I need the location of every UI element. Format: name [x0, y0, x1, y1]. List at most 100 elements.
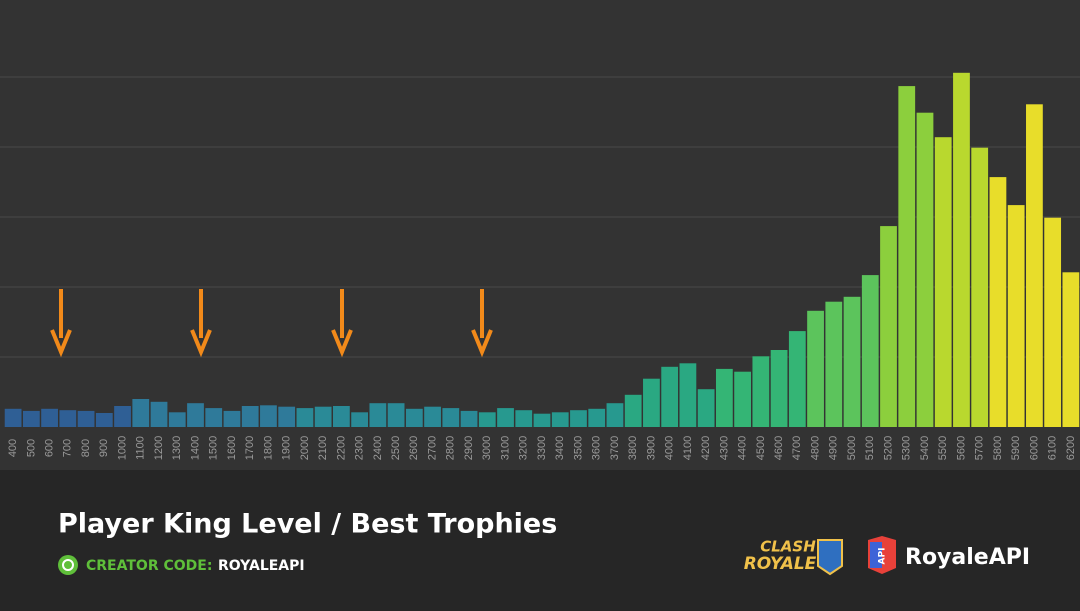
game-logo-top: CLASH	[760, 538, 816, 556]
x-tick-label: 5900	[1010, 436, 1022, 460]
x-tick-label: 5700	[974, 436, 986, 460]
bar	[1026, 104, 1043, 428]
bar	[880, 226, 897, 427]
bar	[369, 403, 387, 427]
x-tick-label: 4600	[773, 436, 785, 460]
bar	[150, 401, 168, 427]
creator-icon	[58, 555, 78, 575]
x-tick-label: 2200	[335, 436, 347, 460]
x-tick-label: 5400	[919, 436, 931, 460]
x-tick-label: 3600	[591, 436, 603, 460]
game-logo-crest	[817, 539, 843, 576]
x-tick-label: 5200	[882, 436, 894, 460]
bar	[424, 406, 441, 427]
bar	[460, 410, 478, 427]
bar	[989, 177, 1007, 427]
x-tick-label: 400	[7, 439, 19, 457]
x-tick-label: 3300	[536, 436, 548, 460]
x-tick-label: 1500	[208, 436, 220, 460]
x-tick-label: 3700	[609, 436, 621, 460]
bar	[314, 406, 332, 427]
x-tick-label: 4000	[664, 436, 676, 460]
bar	[95, 413, 113, 427]
bar	[770, 350, 788, 427]
bar	[478, 412, 496, 427]
x-tick-label: 1100	[135, 436, 147, 460]
bar	[734, 371, 751, 427]
bar	[624, 394, 642, 427]
x-tick-label: 2600	[408, 436, 420, 460]
bar	[278, 406, 296, 427]
bar	[588, 408, 606, 427]
x-tick-label: 1000	[116, 436, 128, 460]
bar	[1007, 205, 1025, 427]
x-tick-label: 2500	[390, 436, 402, 460]
bar	[41, 408, 58, 427]
bar	[953, 72, 970, 428]
bar	[861, 275, 879, 427]
bar	[4, 408, 22, 427]
x-tick-label: 700	[62, 439, 74, 457]
x-tick-label: 4800	[809, 436, 821, 460]
bar	[533, 413, 551, 427]
arrow-head	[50, 329, 72, 358]
x-tick-label: 1400	[189, 436, 201, 460]
x-tick-label: 2400	[372, 436, 384, 460]
creator-icon-inner	[62, 559, 74, 571]
x-tick-label: 6100	[1047, 436, 1059, 460]
x-tick-label: 5500	[937, 436, 949, 460]
arrow-head	[471, 329, 493, 358]
bar	[223, 410, 241, 427]
brand-name: RoyaleAPI	[905, 545, 1030, 570]
bar	[788, 331, 806, 427]
x-tick-label: 3100	[499, 436, 511, 460]
x-tick-label: 5800	[992, 436, 1004, 460]
x-tick-label: 2900	[463, 436, 475, 460]
bar	[168, 412, 186, 427]
x-tick-label: 5600	[955, 436, 967, 460]
bar	[187, 403, 204, 427]
x-tick-label: 5100	[864, 436, 876, 460]
arrow-head	[190, 329, 212, 358]
arrows	[50, 289, 493, 358]
bar	[643, 378, 660, 427]
x-tick-label: 500	[25, 439, 37, 457]
x-tick-label: 4400	[737, 436, 749, 460]
arrow-head	[331, 329, 353, 358]
bar	[497, 408, 514, 427]
x-tick-label: 1900	[281, 436, 293, 460]
x-tick-label: 2800	[445, 436, 457, 460]
bar	[296, 408, 314, 427]
bar	[843, 296, 861, 427]
bar	[807, 310, 824, 427]
api-badge-half	[870, 542, 882, 568]
bar	[132, 399, 150, 427]
bar	[442, 408, 460, 427]
x-tick-label: 4200	[700, 436, 712, 460]
x-tick-label: 1700	[244, 436, 256, 460]
x-tick-label: 6200	[1065, 436, 1077, 460]
x-tick-label: 2700	[426, 436, 438, 460]
x-tick-label: 1800	[262, 436, 274, 460]
bar	[387, 403, 405, 427]
x-tick-label: 800	[80, 439, 92, 457]
bar	[22, 410, 40, 427]
bar	[570, 410, 587, 427]
bars	[4, 72, 1080, 428]
x-tick-label: 3200	[518, 436, 530, 460]
bar	[77, 410, 95, 427]
bar	[606, 403, 624, 427]
x-tick-label: 600	[43, 439, 55, 457]
bar	[114, 406, 131, 427]
bar	[333, 406, 350, 427]
bar	[241, 406, 259, 427]
x-tick-label: 4700	[791, 436, 803, 460]
bar	[515, 410, 533, 427]
bar	[405, 408, 423, 427]
bar	[1062, 272, 1080, 427]
x-tick-label: 2100	[317, 436, 329, 460]
bar	[898, 86, 916, 427]
bar	[971, 147, 989, 427]
